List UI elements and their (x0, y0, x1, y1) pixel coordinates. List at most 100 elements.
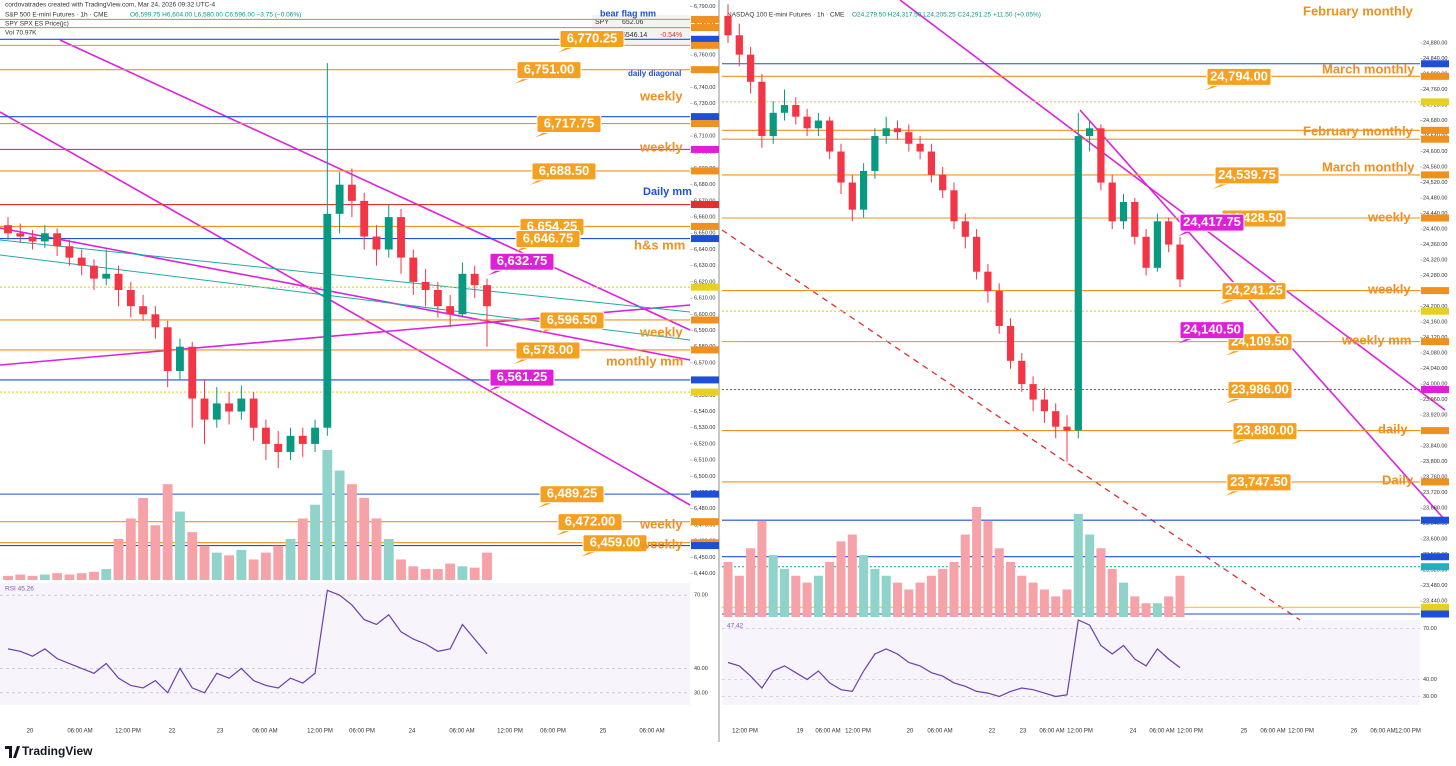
level-note: daily (1378, 421, 1408, 436)
level-note: weekly (639, 139, 683, 154)
candle-body (1040, 399, 1049, 412)
level-axis-tag (1421, 610, 1449, 618)
price-tag-label: 6,751.00 (524, 62, 575, 77)
candle-body (28, 236, 37, 242)
y-tick-label: 6,520.00 (694, 441, 715, 447)
volume-label: Vol 70.97K (5, 30, 37, 37)
candle-body (950, 190, 958, 222)
candle-body (114, 273, 123, 290)
volume-bar (469, 567, 480, 580)
y-tick-label: 23,640.00 (1423, 521, 1447, 527)
price-tag (1214, 166, 1280, 185)
volume-bar (825, 562, 835, 617)
volume-bar (1005, 562, 1016, 617)
x-tick-label: 12:00 PM (307, 729, 333, 735)
level-note: bear flag mm (600, 8, 656, 18)
candle-body (1108, 182, 1116, 222)
volume-bar (408, 566, 419, 580)
y-tick-label: 6,450.00 (694, 555, 715, 561)
volume-bar (802, 582, 812, 617)
candle-body (483, 285, 491, 307)
y-tick-label: 6,590.00 (694, 328, 715, 334)
candle-body (372, 236, 381, 250)
candle-body (77, 257, 86, 266)
x-tick-label: 12:00 PM (845, 729, 871, 735)
price-tag (1226, 473, 1292, 492)
ohlc-text: O24,279.50 H24,317.50 L24,205.25 C24,291… (852, 12, 1041, 19)
level-axis-tag (691, 201, 719, 209)
volume-bar (175, 511, 185, 580)
x-tick-label: 06:00 AM (449, 729, 474, 735)
volume-bar (248, 559, 259, 580)
x-tick-label: 06:00 AM (1370, 729, 1395, 735)
level-axis-tag (1421, 214, 1449, 222)
y-tick-label: 24,400.00 (1423, 227, 1447, 233)
candle-body (916, 143, 924, 152)
candle-body (102, 273, 111, 279)
candle-body (1153, 221, 1162, 268)
level-axis-tag (1421, 427, 1449, 435)
rsi-tick-label: 70.00 (1423, 626, 1437, 632)
level-axis-tag (1421, 553, 1449, 561)
candle-body (1131, 201, 1139, 237)
candle-body (397, 217, 405, 258)
volume-bar (396, 559, 406, 580)
candle-body (4, 225, 12, 234)
candle-body (446, 306, 455, 315)
y-tick-label: 24,040.00 (1423, 366, 1447, 372)
price-tag (1221, 282, 1287, 301)
candle-body (360, 200, 369, 237)
rsi-line (727, 619, 1181, 698)
candle-body (139, 306, 148, 315)
y-tick-label: 6,760.00 (694, 53, 715, 59)
y-tick-label: 23,840.00 (1423, 444, 1447, 450)
y-tick-label: 6,710.00 (694, 134, 715, 140)
price-tag-label: 6,646.75 (523, 230, 574, 245)
level-axis-tag (691, 113, 719, 121)
candle-body (53, 233, 62, 247)
y-tick-label: 6,650.00 (694, 231, 715, 237)
candle-body (724, 15, 732, 36)
candle-body (837, 151, 845, 183)
y-tick-label: 24,080.00 (1423, 351, 1447, 357)
volume-bar (457, 566, 468, 580)
candle-body (893, 128, 902, 133)
candle-body (939, 174, 947, 191)
volume-bar (310, 504, 320, 580)
price-tag (559, 29, 625, 48)
volume-bar (1017, 575, 1027, 617)
level-axis-tag (1421, 386, 1449, 394)
y-tick-label: 24,480.00 (1423, 195, 1447, 201)
level-note: Daily (1382, 472, 1414, 487)
volume-bar (27, 575, 38, 580)
level-note: weekly (1367, 209, 1411, 224)
volume-bar (199, 545, 210, 580)
candle-body (1029, 384, 1037, 400)
price-tag (1206, 67, 1272, 86)
volume-bar (847, 534, 857, 617)
watchlist-cell: SPY (595, 19, 609, 26)
y-tick-label: 24,880.00 (1423, 40, 1447, 46)
price-tag-label: 6,596.50 (547, 312, 598, 327)
y-tick-label: 6,470.00 (694, 522, 715, 528)
level-note: weekly (639, 88, 683, 103)
volume-bar (983, 520, 993, 617)
volume-bar (881, 575, 891, 617)
x-tick-label: 06:00 AM (1260, 729, 1285, 735)
y-tick-label: 23,800.00 (1423, 459, 1447, 465)
volume-bar (870, 568, 880, 617)
volume-bar (89, 571, 99, 580)
candle-body (188, 346, 197, 399)
volume-bar (445, 563, 456, 580)
price-tag (582, 534, 648, 553)
price-tag-label: 6,717.75 (544, 115, 595, 130)
y-tick-label: 23,960.00 (1423, 397, 1447, 403)
logo-icon (5, 746, 20, 758)
price-tag-label: 24,417.75 (1183, 214, 1241, 229)
candle-body (1165, 221, 1173, 245)
candle-body (384, 217, 393, 250)
x-tick-label: 06:00 AM (1039, 729, 1064, 735)
candle-body (814, 120, 823, 129)
level-axis-tag (691, 66, 719, 74)
candle-body (871, 136, 879, 171)
